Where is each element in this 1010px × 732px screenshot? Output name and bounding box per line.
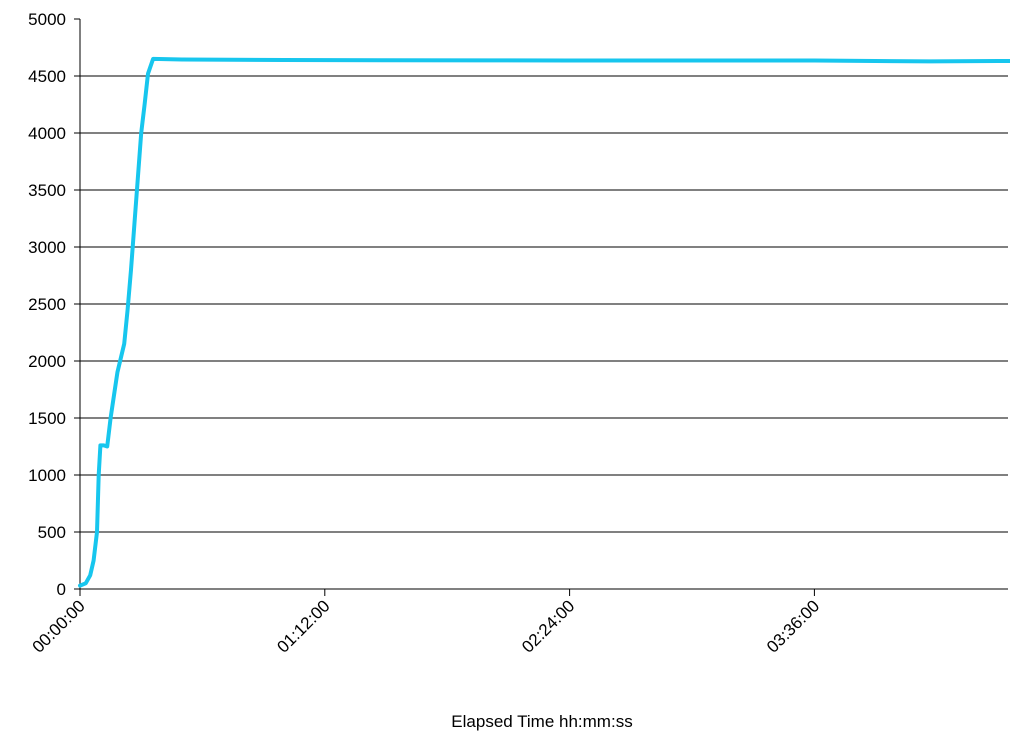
x-axis-title: Elapsed Time hh:mm:ss — [451, 712, 632, 731]
gridlines — [80, 75, 1008, 533]
y-tick-label: 2000 — [28, 352, 66, 371]
y-tick-label: 500 — [38, 523, 66, 542]
y-tick-label: 3500 — [28, 181, 66, 200]
y-tick-label: 5000 — [28, 10, 66, 29]
y-tick-label: 1000 — [28, 466, 66, 485]
y-tick-label: 4500 — [28, 67, 66, 86]
tick-labels: 0 500 1000 1500 2000 2500 3000 3500 4000 4500 5000… — [28, 10, 1010, 657]
series-line — [78, 56, 1010, 588]
axes — [74, 18, 1008, 596]
series-layer — [78, 56, 1010, 588]
y-tick-label: 3000 — [28, 238, 66, 257]
x-tick-label: 02:24:00 — [518, 596, 578, 656]
x-tick-label: 00:00:00 — [29, 596, 89, 656]
x-tick-label: 01:12:00 — [273, 596, 333, 656]
y-tick-label: 0 — [57, 580, 66, 599]
x-tick-label: 03:36:00 — [763, 596, 823, 656]
y-tick-label: 1500 — [28, 409, 66, 428]
y-tick-label: 4000 — [28, 124, 66, 143]
y-tick-label: 2500 — [28, 295, 66, 314]
